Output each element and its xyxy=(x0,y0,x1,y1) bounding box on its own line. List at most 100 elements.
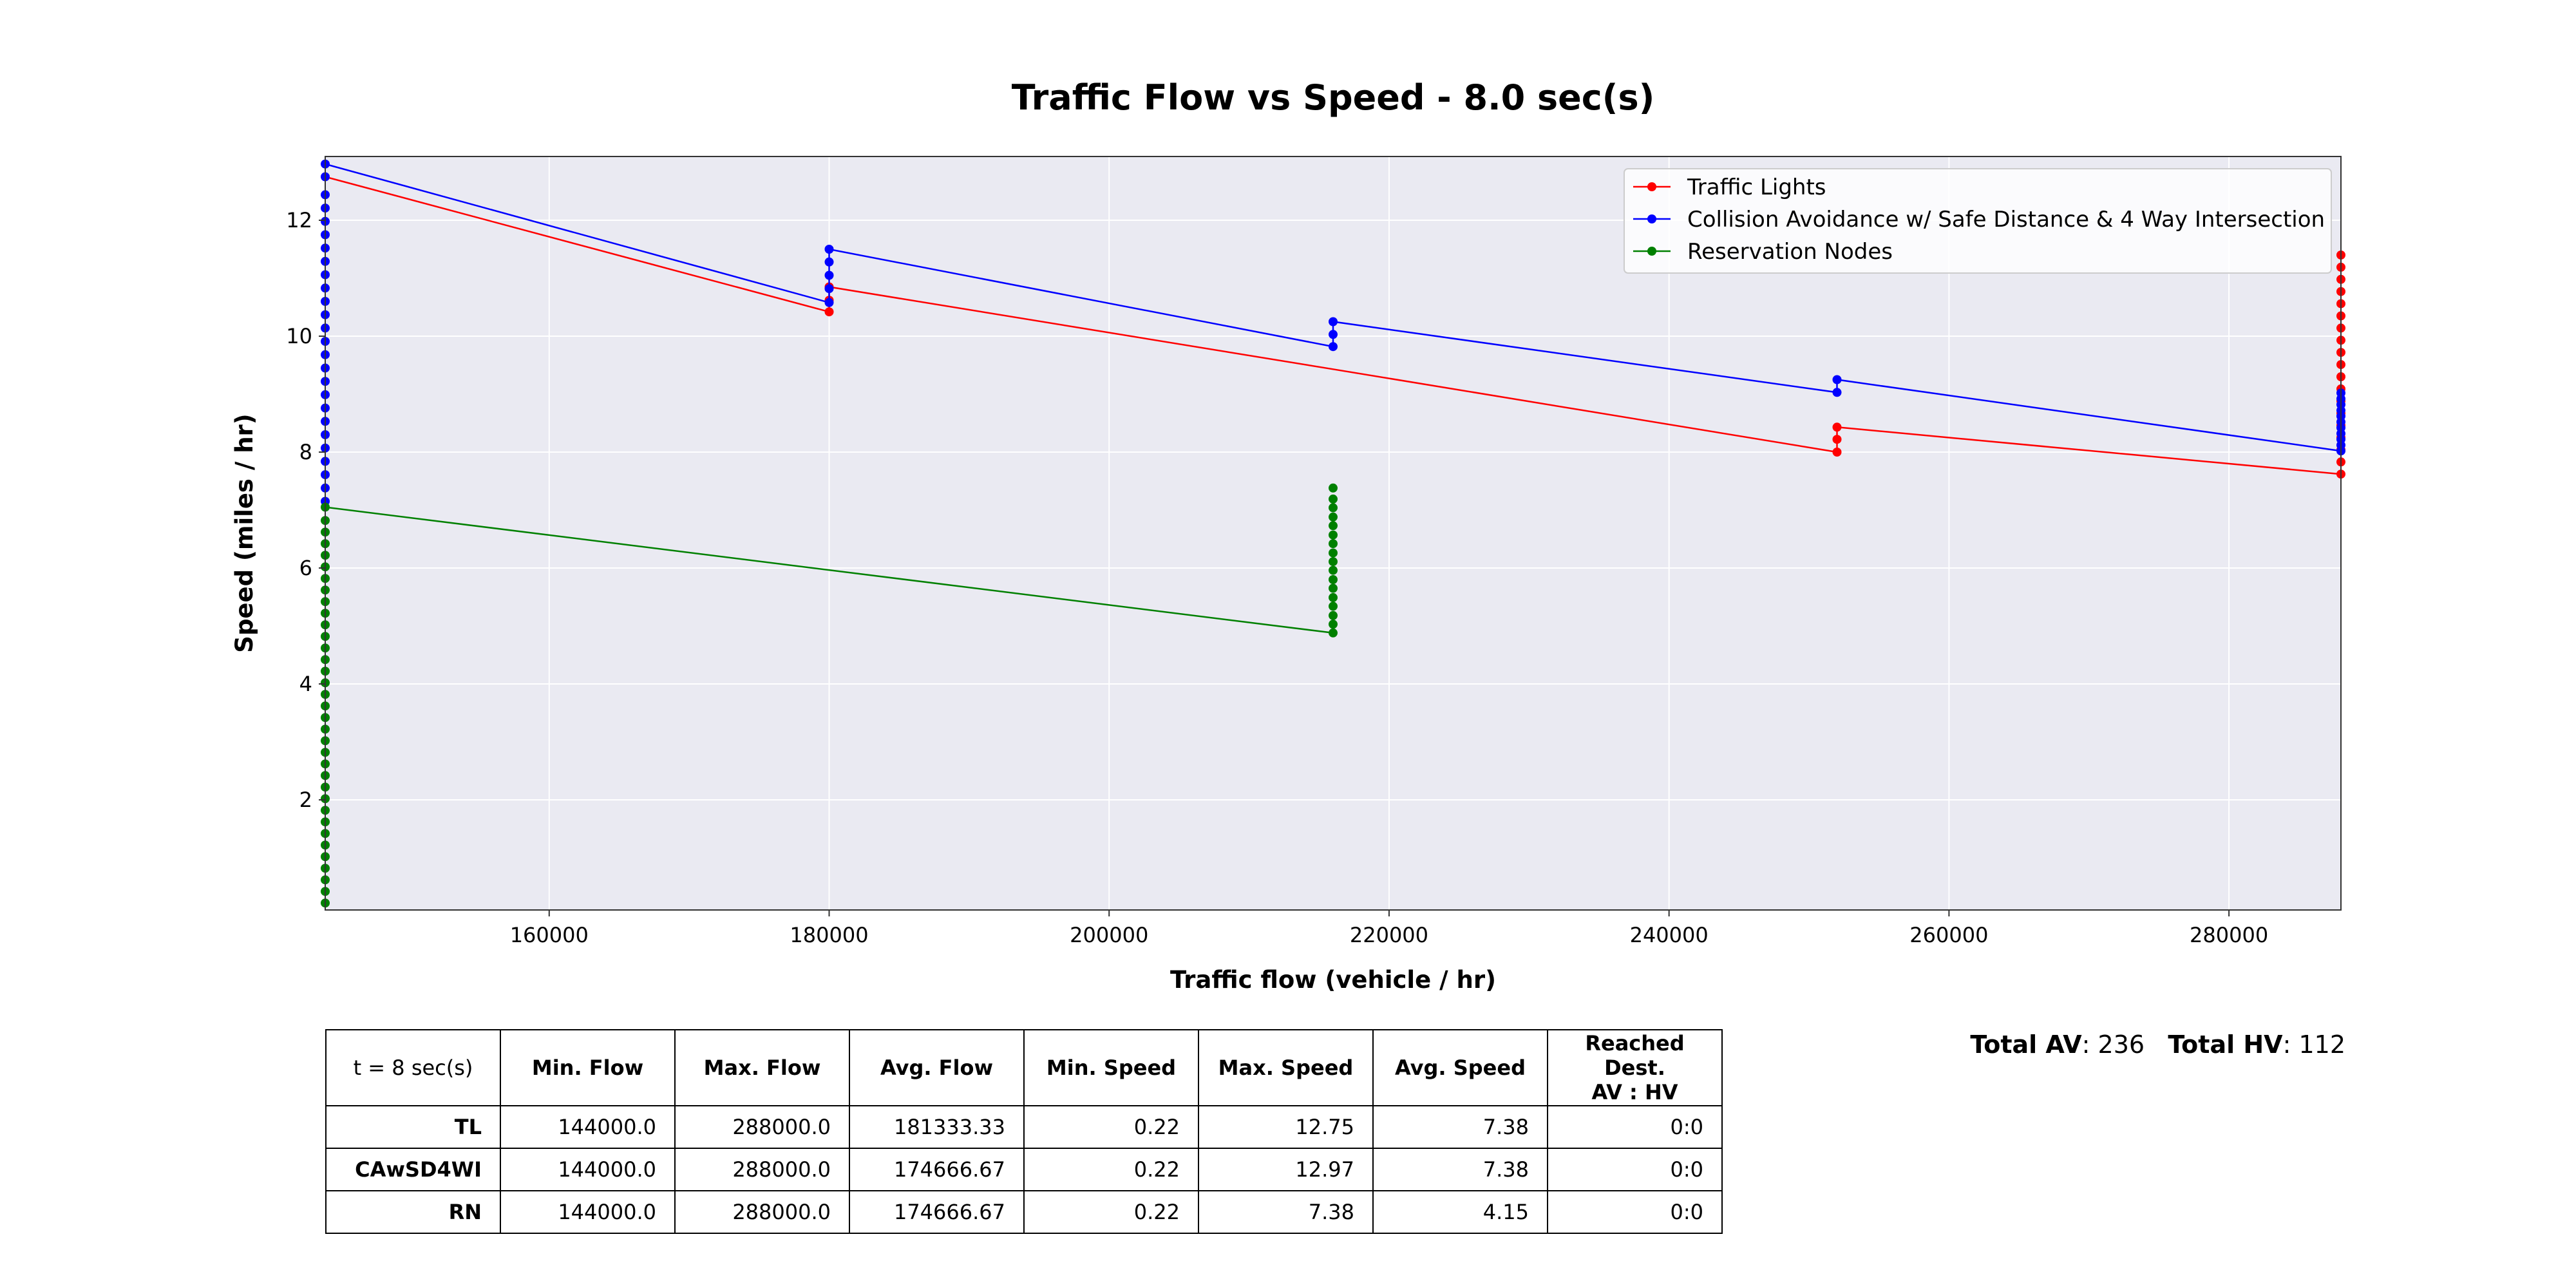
y-tick-label: 4 xyxy=(299,672,312,696)
table-header-cell: Avg. Flow xyxy=(849,1029,1025,1106)
data-point xyxy=(824,270,834,280)
table-row: CAwSD4WI 144000.0 288000.0 174666.67 0.22 12.… xyxy=(325,1148,1723,1191)
table-cell: 0.22 xyxy=(1023,1148,1199,1191)
data-point xyxy=(1832,448,1842,457)
traffic-flow-chart: Traffic Flow vs Speed - 8.0 sec(s) 16000… xyxy=(231,77,2345,994)
data-point xyxy=(1832,375,1842,384)
table-header-cell: Max. Speed xyxy=(1198,1029,1374,1106)
legend-label: Collision Avoidance w/ Safe Distance & 4… xyxy=(1687,207,2325,232)
data-point xyxy=(1832,388,1842,397)
table-cell: 7.38 xyxy=(1198,1190,1374,1234)
data-point xyxy=(1329,521,1338,531)
data-point xyxy=(824,245,834,254)
data-point xyxy=(1329,317,1338,327)
data-point xyxy=(1329,565,1338,575)
y-tick-label: 6 xyxy=(299,556,312,580)
y-tick-label: 2 xyxy=(299,788,312,812)
legend-box xyxy=(1624,168,2332,274)
data-point xyxy=(1329,592,1338,602)
table-cell: 0:0 xyxy=(1547,1190,1723,1234)
table-cell: 144000.0 xyxy=(500,1148,676,1191)
data-point xyxy=(1329,583,1338,593)
table-row: TL 144000.0 288000.0 181333.33 0.22 12.75 7.38… xyxy=(325,1105,1723,1149)
table-cell: 288000.0 xyxy=(674,1148,850,1191)
total-av-label: Total AV xyxy=(1970,1030,2082,1059)
table-cell: 0.22 xyxy=(1023,1105,1199,1149)
legend-label: Traffic Lights xyxy=(1687,175,1826,200)
table-cell: 0:0 xyxy=(1547,1148,1723,1191)
data-point xyxy=(1329,512,1338,522)
legend-label: Reservation Nodes xyxy=(1687,239,1893,265)
total-hv-label: Total HV xyxy=(2168,1030,2283,1059)
data-point xyxy=(824,298,834,307)
legend-swatch-marker xyxy=(1647,247,1656,256)
x-tick-label: 160000 xyxy=(510,923,589,947)
chart-legend: Traffic Lights Collision Avoidance w/ Saf… xyxy=(1624,168,2332,274)
data-point xyxy=(1832,422,1842,432)
legend-swatch-marker xyxy=(1647,182,1656,191)
data-point xyxy=(1329,548,1338,558)
table-cell: 144000.0 xyxy=(500,1105,676,1149)
table-cell: 144000.0 xyxy=(500,1190,676,1234)
data-point xyxy=(1329,611,1338,620)
table-header-cell: Max. Flow xyxy=(674,1029,850,1106)
series-line xyxy=(325,506,1334,634)
table-row-label: TL xyxy=(325,1105,501,1149)
table-row-label: RN xyxy=(325,1190,501,1234)
table-cell: 288000.0 xyxy=(674,1190,850,1234)
x-tick-label: 240000 xyxy=(1630,923,1709,947)
data-point xyxy=(1329,601,1338,611)
table-cell: 7.38 xyxy=(1372,1105,1548,1149)
total-hv-value: : 112 xyxy=(2282,1030,2345,1059)
table-header-cell: Avg. Speed xyxy=(1372,1029,1548,1106)
table-row: RN 144000.0 288000.0 174666.67 0.22 7.38 4.15 0… xyxy=(325,1190,1723,1234)
total-av-value: : 236 xyxy=(2081,1030,2145,1059)
tick-layer: 160000 180000 200000 220000 240000 260000 2800… xyxy=(286,208,2268,947)
y-axis-label: Speed (miles / hr) xyxy=(231,413,258,652)
data-point xyxy=(1329,494,1338,504)
table-cell: 4.15 xyxy=(1372,1190,1548,1234)
x-axis-label: Traffic flow (vehicle / hr) xyxy=(1170,966,1496,994)
data-point xyxy=(1329,575,1338,584)
data-point xyxy=(1329,342,1338,352)
data-point xyxy=(1329,330,1338,339)
table-cell: 7.38 xyxy=(1372,1148,1548,1191)
table-corner-cell: t = 8 sec(s) xyxy=(325,1029,501,1106)
legend-swatch-marker xyxy=(1647,214,1656,223)
table-header-cell: Min. Speed xyxy=(1023,1029,1199,1106)
chart-title: Traffic Flow vs Speed - 8.0 sec(s) xyxy=(1012,77,1655,118)
plot-frame xyxy=(325,156,2342,911)
table-row-label: CAwSD4WI xyxy=(325,1148,501,1191)
x-tick-label: 280000 xyxy=(2190,923,2268,947)
x-tick-label: 200000 xyxy=(1070,923,1148,947)
data-point xyxy=(1329,483,1338,493)
data-point xyxy=(1329,628,1338,638)
x-tick-label: 180000 xyxy=(790,923,868,947)
data-point xyxy=(1832,435,1842,444)
table-cell: 181333.33 xyxy=(849,1105,1025,1149)
table-header-cell: Reached Dest. AV : HV xyxy=(1547,1029,1723,1106)
data-point xyxy=(824,307,834,317)
y-tick-label: 10 xyxy=(286,324,312,348)
data-point xyxy=(1329,530,1338,540)
x-tick-label: 260000 xyxy=(1909,923,1988,947)
totals-summary: Total AV: 236 Total HV: 112 xyxy=(1970,1030,2345,1059)
data-point xyxy=(1329,557,1338,567)
table-header-cell: Min. Flow xyxy=(500,1029,676,1106)
table-cell: 174666.67 xyxy=(849,1148,1025,1191)
table-cell: 12.97 xyxy=(1198,1148,1374,1191)
table-cell: 288000.0 xyxy=(674,1105,850,1149)
table-cell: 12.75 xyxy=(1198,1105,1374,1149)
stats-table: t = 8 sec(s) Min. Flow Max. Flow Avg. Flow M… xyxy=(325,1029,1723,1234)
x-tick-label: 220000 xyxy=(1350,923,1428,947)
data-point xyxy=(1329,620,1338,629)
table-cell: 0:0 xyxy=(1547,1105,1723,1149)
y-tick-label: 12 xyxy=(286,208,312,232)
data-point xyxy=(1329,539,1338,549)
data-point xyxy=(824,257,834,267)
data-point xyxy=(824,284,834,294)
y-tick-label: 8 xyxy=(299,440,312,464)
table-cell: 0.22 xyxy=(1023,1190,1199,1234)
table-cell: 174666.67 xyxy=(849,1190,1025,1234)
data-point xyxy=(1329,503,1338,513)
